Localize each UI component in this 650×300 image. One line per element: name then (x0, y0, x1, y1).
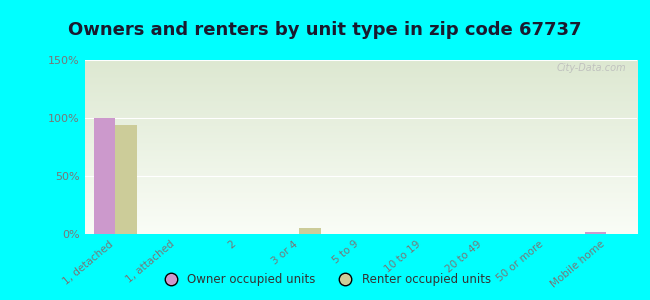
Text: Owners and renters by unit type in zip code 67737: Owners and renters by unit type in zip c… (68, 21, 582, 39)
Bar (300, 228, 321, 234)
Bar (585, 232, 606, 234)
Legend: Owner occupied units, Renter occupied units: Owner occupied units, Renter occupied un… (154, 269, 496, 291)
Bar (94, 118, 115, 234)
Text: City-Data.com: City-Data.com (556, 64, 626, 74)
Bar (115, 125, 136, 234)
